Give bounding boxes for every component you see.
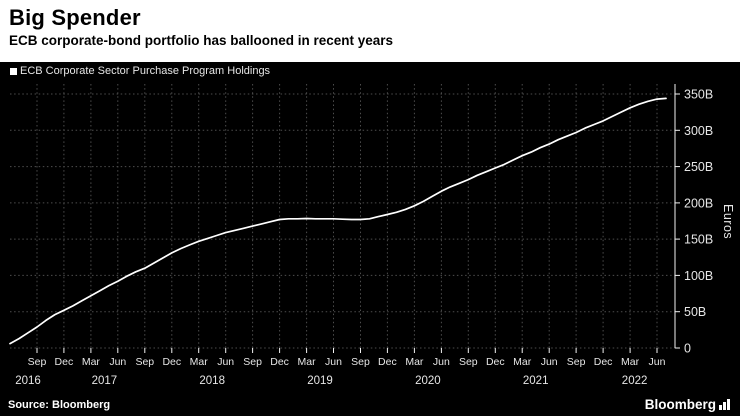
legend-label: ECB Corporate Sector Purchase Program Ho… — [20, 65, 271, 77]
svg-text:Dec: Dec — [594, 356, 613, 368]
bloomberg-chart-icon — [719, 399, 730, 410]
svg-text:0: 0 — [684, 342, 691, 356]
chart-header: Big Spender ECB corporate-bond portfolio… — [0, 0, 740, 62]
svg-text:200B: 200B — [684, 196, 713, 210]
svg-text:Sep: Sep — [28, 356, 47, 368]
svg-text:Dec: Dec — [270, 356, 289, 368]
legend: ECB Corporate Sector Purchase Program Ho… — [10, 65, 270, 77]
svg-text:Jun: Jun — [541, 356, 558, 368]
line-chart: 0 50B 100B 150B 200B 250B 300B 350B Sep Dec Mar Jun… — [9, 84, 713, 387]
svg-text:Dec: Dec — [486, 356, 505, 368]
source-label: Source: Bloomberg — [8, 399, 111, 411]
svg-text:Dec: Dec — [378, 356, 397, 368]
svg-text:Sep: Sep — [567, 356, 586, 368]
svg-text:2017: 2017 — [92, 375, 118, 387]
svg-text:100B: 100B — [684, 269, 713, 283]
svg-text:Mar: Mar — [82, 356, 101, 368]
svg-text:150B: 150B — [684, 233, 713, 247]
svg-text:Jun: Jun — [433, 356, 450, 368]
svg-text:Sep: Sep — [459, 356, 478, 368]
svg-text:Jun: Jun — [325, 356, 342, 368]
svg-text:Jun: Jun — [217, 356, 234, 368]
svg-text:Mar: Mar — [513, 356, 532, 368]
svg-text:Jun: Jun — [109, 356, 126, 368]
svg-text:Dec: Dec — [55, 356, 74, 368]
svg-text:Dec: Dec — [162, 356, 181, 368]
svg-text:300B: 300B — [684, 124, 713, 138]
svg-text:Mar: Mar — [405, 356, 424, 368]
bloomberg-logo: Bloomberg — [645, 397, 730, 412]
legend-swatch-icon — [10, 67, 17, 75]
svg-text:50B: 50B — [684, 305, 706, 319]
svg-text:Sep: Sep — [135, 356, 154, 368]
svg-text:2018: 2018 — [199, 375, 225, 387]
svg-text:Mar: Mar — [190, 356, 209, 368]
svg-text:Sep: Sep — [243, 356, 262, 368]
chart-title: Big Spender — [9, 5, 141, 30]
svg-text:2016: 2016 — [15, 375, 41, 387]
svg-text:Sep: Sep — [351, 356, 370, 368]
svg-text:2021: 2021 — [523, 375, 549, 387]
svg-text:Mar: Mar — [298, 356, 317, 368]
svg-text:Jun: Jun — [649, 356, 666, 368]
svg-text:250B: 250B — [684, 160, 713, 174]
svg-text:2020: 2020 — [415, 375, 441, 387]
svg-text:2022: 2022 — [622, 375, 648, 387]
bloomberg-wordmark: Bloomberg — [644, 397, 716, 412]
chart-subtitle: ECB corporate-bond portfolio has balloon… — [9, 33, 394, 49]
svg-text:Mar: Mar — [621, 356, 640, 368]
y-axis-title: Euros — [721, 204, 735, 240]
svg-text:350B: 350B — [684, 88, 713, 102]
chart-area: ECB Corporate Sector Purchase Program Ho… — [0, 62, 740, 416]
svg-text:2019: 2019 — [307, 375, 333, 387]
